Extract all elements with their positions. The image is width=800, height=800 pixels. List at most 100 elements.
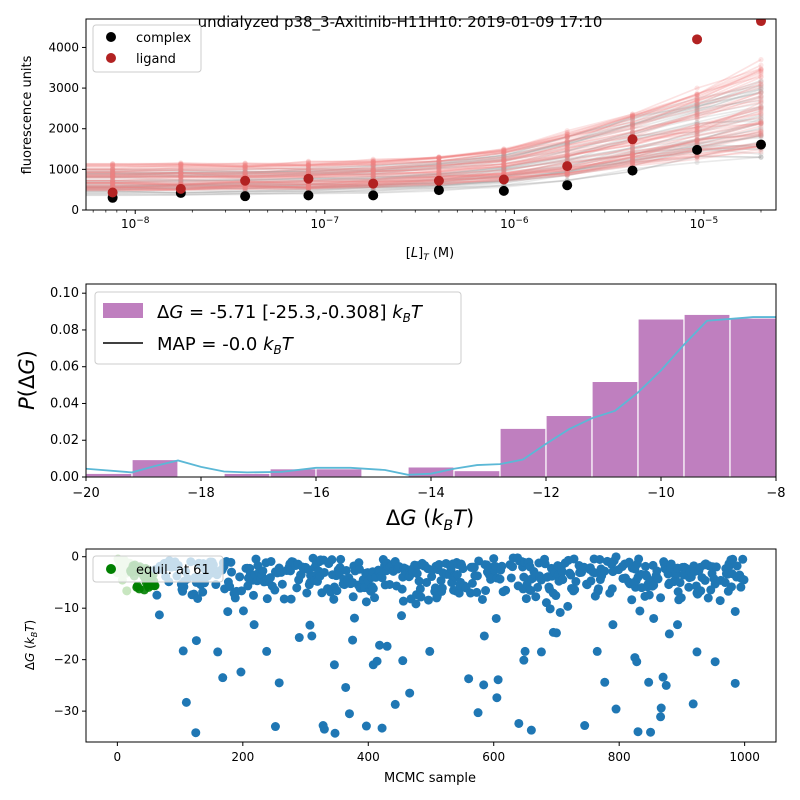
trace-point: [154, 610, 164, 620]
ligand-posterior-curve-point: [564, 142, 570, 148]
ligand-posterior-curve-point: [436, 154, 442, 161]
complex-posterior-curve-point: [501, 164, 507, 170]
ligand-posterior-curve-point: [110, 180, 116, 186]
ligand-posterior-curve-point: [178, 169, 184, 176]
trace-point: [635, 606, 645, 616]
ligand-posterior-curve-point: [629, 129, 636, 135]
ligand-posterior-curve: [86, 132, 762, 186]
complex-posterior-curve-point: [305, 166, 312, 172]
histogram-bar: [453, 469, 501, 477]
ligand-posterior-curve-point: [178, 173, 184, 179]
ligand-posterior-curve-point: [758, 81, 764, 87]
trace-point: [732, 561, 742, 571]
ligand-posterior-curve: [86, 92, 762, 174]
ligand-posterior-curve-point: [564, 131, 570, 137]
ligand-posterior-curve: [86, 68, 762, 167]
ligand-posterior-curve-point: [564, 172, 570, 179]
ligand-posterior-curve-point: [758, 130, 764, 137]
complex-posterior-curve-point: [758, 107, 764, 114]
complex-posterior-curve-point: [629, 160, 636, 166]
trace-point: [566, 570, 576, 580]
ligand-posterior-curve-point: [305, 185, 312, 191]
complex-posterior-curve-point: [370, 162, 376, 168]
complex-posterior-curve-point: [110, 169, 116, 175]
trace-point: [327, 555, 337, 565]
ligand-posterior-curve-point: [758, 99, 764, 105]
ligand-posterior-curve: [86, 105, 762, 178]
ligand-posterior-curve-point: [564, 170, 570, 176]
ligand-posterior-curve-point: [501, 148, 507, 154]
complex-posterior-curve: [86, 96, 762, 178]
density-line: [86, 316, 776, 476]
ligand-posterior-curve-point: [501, 156, 507, 162]
ligand-posterior-curve-point: [242, 184, 248, 190]
ligand-posterior-curve-point: [110, 183, 116, 189]
complex-posterior-curve-point: [694, 104, 700, 110]
complex-posterior-curve-point: [758, 151, 764, 157]
ligand-posterior-curve-point: [501, 147, 507, 154]
ligand-posterior-curve-point: [564, 136, 570, 142]
complex-posterior-curve-point: [564, 139, 570, 145]
complex-posterior-curve-point: [436, 164, 442, 170]
complex-posterior-curve-point: [436, 162, 442, 169]
ligand-posterior-curve-point: [436, 154, 442, 161]
ligand-posterior-curve-point: [305, 163, 312, 169]
ligand-posterior-curve-point: [178, 173, 184, 179]
ligand-posterior-curve: [86, 71, 762, 170]
complex-posterior-curve-point: [305, 164, 312, 170]
equil-sample-point: [122, 586, 132, 596]
trace-point: [390, 699, 400, 709]
trace-point: [248, 590, 258, 600]
complex-posterior-curve-point: [694, 95, 700, 101]
ligand-posterior-curve: [86, 134, 762, 186]
complex-point: [303, 190, 314, 201]
complex-posterior-curve-point: [694, 115, 700, 121]
trace-point: [571, 577, 581, 587]
complex-posterior-curve-point: [178, 179, 184, 185]
trace-point: [225, 582, 235, 592]
trace-point: [545, 604, 555, 614]
trace-point: [305, 620, 315, 630]
ligand-point: [240, 175, 251, 186]
complex-posterior-curve-point: [694, 154, 700, 160]
ligand-posterior-curve: [86, 143, 762, 189]
trace-point: [728, 554, 738, 564]
ligand-posterior-curve: [86, 83, 762, 172]
complex-posterior-curve-point: [694, 137, 700, 143]
complex-posterior-curve-point: [758, 133, 764, 139]
ligand-posterior-curve-point: [178, 162, 184, 168]
ligand-posterior-curve-point: [501, 162, 507, 168]
complex-posterior-curve: [86, 134, 762, 191]
trace-point: [514, 718, 524, 728]
complex-posterior-curve: [86, 134, 762, 191]
complex-posterior-curve-point: [501, 154, 507, 160]
ligand-posterior-curve-point: [110, 178, 116, 184]
x-axis-label: MCMC sample: [384, 771, 476, 786]
complex-posterior-curve-point: [564, 144, 570, 151]
complex-posterior-curve-point: [564, 148, 570, 154]
complex-posterior-curve-point: [564, 173, 570, 179]
complex-posterior-curve-point: [564, 157, 570, 163]
ligand-posterior-curve-point: [436, 155, 442, 162]
complex-posterior-curve-point: [436, 171, 442, 178]
complex-posterior-curve-point: [694, 108, 700, 114]
complex-posterior-curve-point: [178, 169, 184, 176]
ligand-posterior-curve-point: [305, 184, 312, 190]
ligand-posterior-curve-point: [305, 160, 312, 166]
ligand-posterior-curve-point: [758, 132, 764, 139]
complex-posterior-curve-point: [501, 156, 507, 162]
trace-point: [341, 565, 351, 575]
trace-point: [653, 574, 663, 584]
ligand-posterior-curve-point: [694, 136, 700, 142]
trace-point: [349, 613, 359, 623]
trace-point: [181, 697, 191, 707]
ligand-posterior-curve-point: [110, 182, 116, 188]
complex-posterior-curve-point: [110, 183, 116, 189]
ligand-posterior-curve-point: [758, 131, 764, 137]
ligand-posterior-curve: [86, 129, 762, 190]
complex-posterior-curve: [86, 118, 762, 188]
complex-posterior-curve-point: [305, 169, 312, 175]
complex-posterior-curve-point: [110, 166, 116, 172]
complex-posterior-curve-point: [758, 120, 764, 127]
